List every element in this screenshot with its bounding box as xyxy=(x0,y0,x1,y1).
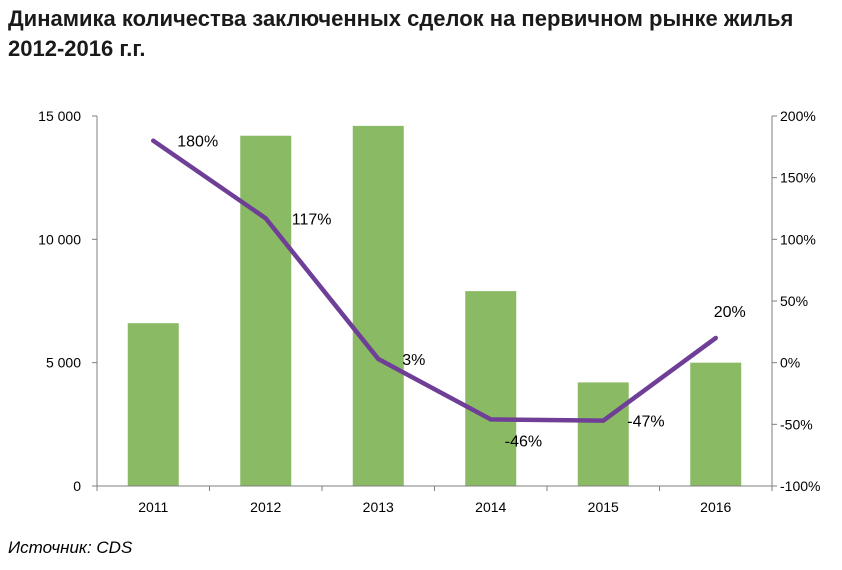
right-tick-label: -100% xyxy=(780,478,820,494)
right-tick-label: 50% xyxy=(780,293,808,309)
x-ticks-layer: 2011 2012 2013 2014 2015 2016 xyxy=(96,486,773,515)
line-data-label: 180% xyxy=(177,134,218,151)
bar-2011 xyxy=(127,323,179,486)
chart-title: Динамика количества заключенных сделок н… xyxy=(8,6,794,61)
left-tick-label: 10 000 xyxy=(38,231,81,247)
left-ticks-layer: 0 5 000 10 000 15 000 xyxy=(38,108,97,494)
left-tick-label: 0 xyxy=(73,478,81,494)
right-tick-label: 100% xyxy=(780,231,816,247)
line-data-label: 3% xyxy=(402,352,425,369)
line-layer xyxy=(151,138,718,423)
bar-2014 xyxy=(465,291,517,486)
line-data-label: 117% xyxy=(292,211,332,228)
right-tick-label: 0% xyxy=(780,355,800,371)
left-tick-label: 15 000 xyxy=(38,108,81,124)
line-data-label: 20% xyxy=(714,304,746,321)
x-tick-label: 2015 xyxy=(588,499,619,515)
x-tick-label: 2011 xyxy=(138,499,168,515)
labels-layer: 180% 117% 3% -46% -47% 20% xyxy=(177,134,746,451)
bar-2013 xyxy=(352,125,404,486)
x-tick-label: 2013 xyxy=(363,499,394,515)
right-tick-label: -50% xyxy=(780,416,813,432)
left-tick-label: 5 000 xyxy=(46,355,81,371)
x-tick-label: 2012 xyxy=(250,499,281,515)
bars-layer xyxy=(127,125,742,486)
bar-2015 xyxy=(577,382,629,486)
x-tick-label: 2014 xyxy=(475,499,506,515)
line-data-label: -47% xyxy=(627,414,664,431)
bar-2012 xyxy=(240,135,292,486)
right-tick-label: 150% xyxy=(780,170,816,186)
right-ticks-layer: -100% -50% 0% 50% 100% 150% 200% xyxy=(772,108,820,494)
source-note: Источник: CDS xyxy=(8,538,133,557)
line-data-label: -46% xyxy=(505,433,542,450)
x-tick-label: 2016 xyxy=(700,499,731,515)
bar-2016 xyxy=(690,362,742,486)
percent-change-line xyxy=(151,138,718,423)
right-tick-label: 200% xyxy=(780,108,816,124)
